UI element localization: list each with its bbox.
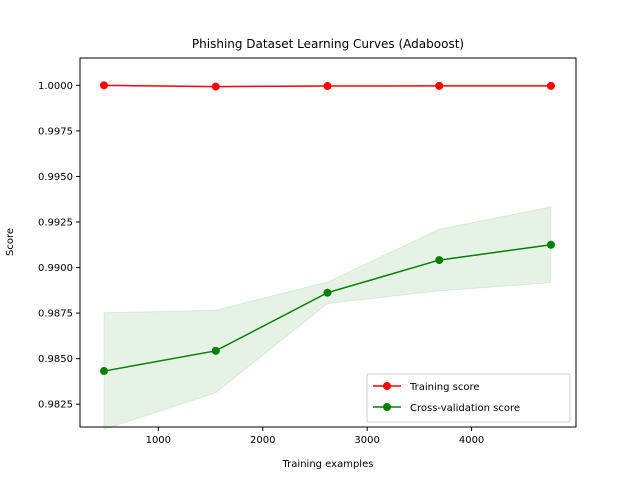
legend-label: Cross-validation score [410, 403, 520, 414]
chart-title: Phishing Dataset Learning Curves (Adaboo… [192, 37, 464, 51]
series-0-point [323, 82, 332, 91]
series-0-point [546, 81, 555, 90]
legend: Training score Cross-validation score [366, 373, 571, 423]
y-tick-label: 0.9975 [38, 126, 73, 137]
y-tick-label: 1.0000 [38, 81, 73, 92]
y-axis-ticks: 0.9825 0.9850 0.9875 0.9900 0.9925 0.9950 0.99… [38, 81, 80, 411]
y-tick-label: 0.9950 [38, 172, 73, 183]
legend-label: Training score [409, 382, 480, 393]
x-tick-label: 1000 [146, 435, 171, 446]
legend-swatch-marker [383, 382, 391, 390]
series-markers [100, 81, 555, 376]
y-tick-label: 0.9925 [38, 218, 73, 229]
y-tick-label: 0.9875 [38, 309, 73, 320]
series-0-point [211, 82, 220, 91]
series-1-point [435, 256, 444, 265]
series-1-point [211, 346, 220, 355]
y-axis-label: Score [5, 228, 16, 256]
y-tick-label: 0.9825 [38, 400, 73, 411]
x-tick-label: 4000 [459, 435, 484, 446]
series-0-point [435, 81, 444, 90]
plot-area-frame [79, 57, 577, 428]
series-0-point [100, 81, 109, 90]
x-tick-label: 3000 [354, 435, 379, 446]
series-1-point [323, 288, 332, 297]
legend-box [366, 373, 571, 423]
y-tick-label: 0.9900 [38, 263, 73, 274]
x-axis-ticks: 1000 2000 3000 4000 [146, 427, 484, 446]
y-tick-label: 0.9850 [38, 354, 73, 365]
series-1-point [100, 367, 109, 376]
x-tick-label: 2000 [250, 435, 275, 446]
x-axis-label: Training examples [282, 459, 374, 470]
legend-swatch-marker [383, 403, 391, 411]
series-1-point [546, 240, 555, 249]
